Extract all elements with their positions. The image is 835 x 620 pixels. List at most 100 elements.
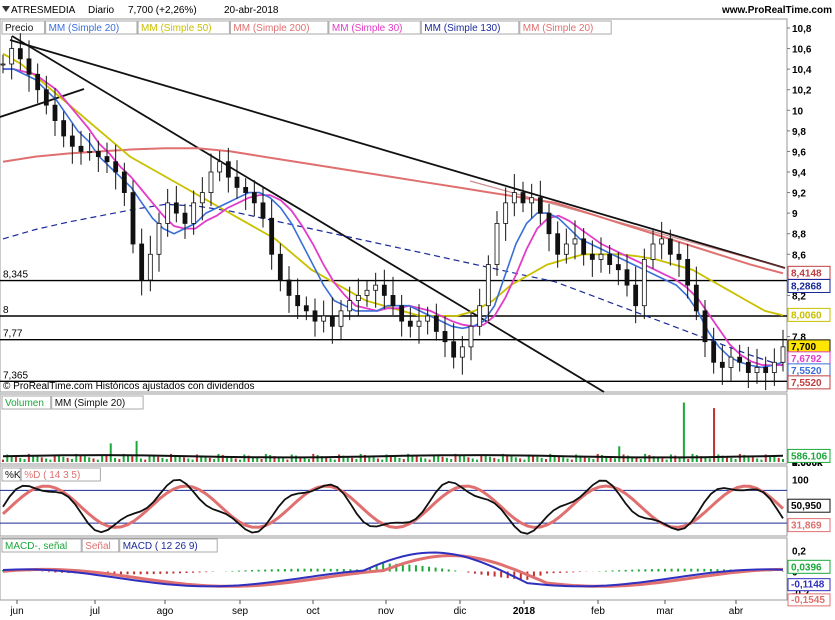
candle-body (520, 192, 526, 204)
volume-bar (66, 457, 69, 462)
candle-body (615, 264, 621, 271)
collapse-arrow-icon[interactable] (2, 6, 10, 12)
candle-body (295, 295, 301, 307)
volume-bar (476, 459, 479, 462)
macd-hist-bar (703, 568, 706, 572)
volume-tick-label: 2.000k (792, 458, 823, 469)
candle-body (511, 192, 517, 204)
candle-body (9, 48, 15, 65)
macd-hist-bar (349, 569, 352, 572)
last-value-box (787, 307, 831, 322)
volume-bar (394, 456, 397, 462)
volume-bar (359, 453, 362, 462)
volume-bar (639, 459, 642, 462)
volume-bar (760, 459, 763, 462)
volume-bar (618, 446, 621, 462)
macd-hist-bar (283, 568, 286, 572)
candle-body (0, 63, 6, 66)
macd-hist-bar (709, 568, 712, 572)
volume-bar (467, 457, 470, 462)
candle-body (182, 212, 188, 224)
volume-bar (109, 443, 112, 462)
candle-body (35, 73, 41, 91)
trendline-upper (9, 39, 786, 269)
stoch-d-line (1, 484, 785, 530)
macd-hist-bar (546, 571, 549, 574)
level-label: 8 (3, 305, 9, 316)
level-label: 7,365 (3, 370, 28, 381)
volume-bar (480, 454, 483, 462)
candle-body (243, 187, 249, 193)
legend-item: Precio (5, 23, 34, 34)
macd-hist-bar (605, 570, 608, 572)
volume-bar (588, 457, 591, 462)
candle-body (260, 202, 266, 219)
volume-bar (514, 457, 517, 462)
x-tick-label: mar (656, 606, 674, 617)
candle-body (633, 284, 639, 307)
volume-bar (217, 453, 220, 462)
macd-signal-box (787, 578, 831, 592)
site-label: www.ProRealTime.com (721, 5, 832, 16)
candle-body (321, 315, 327, 322)
volume-bar (355, 459, 358, 462)
candle-body (598, 253, 604, 260)
copyright-label: © ProRealTime.com Históricos ajustados c… (3, 381, 255, 392)
macd-hist-bar (119, 571, 122, 575)
legend-item: MM (Simple 130) (424, 23, 500, 34)
legend-box (119, 538, 218, 553)
candle-body (338, 310, 344, 327)
volume-bar (45, 458, 48, 462)
volume-bar (415, 456, 418, 462)
volume-bar (260, 459, 263, 462)
volume-bar (191, 459, 194, 462)
volume-last-label: 586.106 (791, 451, 828, 462)
volume-bar (682, 402, 685, 462)
period-label: Diario (88, 5, 115, 16)
volume-bar (135, 441, 138, 462)
macd-hist-bar (631, 569, 634, 572)
macd-hist-bar (664, 568, 667, 572)
macd-hist-bar (500, 571, 503, 578)
volume-bar (101, 454, 104, 462)
volume-bar (251, 456, 254, 462)
candle-body (234, 176, 240, 188)
volume-bar (678, 456, 681, 462)
macd-hist-bar (650, 569, 653, 572)
candle-body (61, 120, 67, 137)
price-tick-label: 10,2 (792, 86, 812, 97)
price-panel (0, 18, 788, 393)
candle-body (191, 202, 197, 224)
candle-body (78, 145, 84, 152)
price-tick-label: 8,6 (792, 250, 806, 261)
volume-legend: Volumen MM (Simple 20) (1, 395, 144, 410)
volume-bar (329, 458, 332, 462)
macd-hist-bar (539, 571, 542, 576)
candle-body (771, 361, 777, 373)
candle-body (676, 253, 682, 260)
symbol-label: ATRESMEDIA (11, 5, 76, 16)
volume-bar (385, 454, 388, 462)
macd-hist-bar (408, 564, 411, 572)
macd-hist-bar (251, 570, 254, 572)
macd-hist-last: 0,0396 (791, 562, 822, 573)
macd-hist-bar (572, 571, 575, 573)
candle-body (477, 305, 483, 327)
volume-bar (553, 455, 556, 462)
volume-bar (316, 455, 319, 462)
volume-bar (622, 454, 625, 462)
volume-bar (346, 456, 349, 462)
macd-hist-bar (205, 571, 208, 573)
volume-bar (695, 455, 698, 462)
candle-body (737, 356, 743, 363)
volume-bar (484, 455, 487, 462)
volume-bar (519, 458, 522, 462)
macd-hist-bar (382, 563, 385, 572)
candle-body (217, 161, 223, 173)
last-value-label: 7,700 (791, 342, 816, 353)
volume-bar (53, 454, 56, 462)
volume-bar (609, 457, 612, 462)
trendline-short (0, 88, 85, 118)
x-tick-label: 2018 (513, 606, 536, 617)
macd-line (2, 551, 784, 588)
